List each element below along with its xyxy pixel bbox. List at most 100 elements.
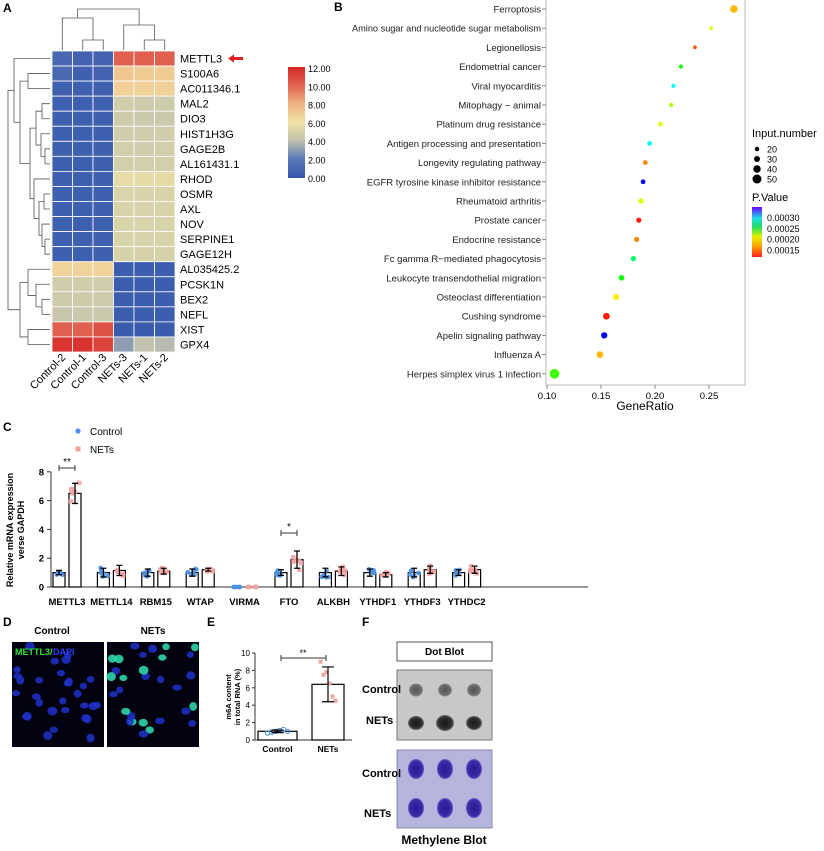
pathway-label: Antigen processing and presentation [387,139,541,150]
heatmap-cell [133,95,155,112]
pathway-label: Influenza A [494,350,542,361]
heatmap-cell [51,291,73,308]
y-tick-label: 0 [39,583,44,594]
methylene-spot-control [408,759,424,779]
heatmap-cell [133,261,155,278]
data-point-nets [159,570,164,575]
mettl3-positive-nucleus [162,643,170,651]
heatmap-cell [113,110,135,127]
pathway-dot [613,294,620,300]
dapi-nucleus [25,641,35,651]
methylene-blot-caption: Methylene Blot [401,833,486,847]
category-label: YTHDF1 [359,597,397,608]
data-point-nets [70,491,75,496]
pathway-dot [596,351,604,358]
pathway-dot [647,141,652,146]
heatmap-cell [92,186,114,202]
pathway-dot [618,274,625,281]
dapi-nucleus [188,720,196,727]
significance-bracket [280,655,327,661]
dapi-nucleus [35,698,43,707]
pathway-dot [601,332,608,339]
dapi-nucleus [139,651,147,658]
methylene-row-control: Control [362,768,401,780]
pathway-dot [638,198,644,204]
methylene-spot-nets [466,798,482,818]
error-bar [271,729,284,734]
heatmap-cell [51,155,73,172]
error-bar [294,550,300,569]
error-bar [338,566,345,577]
error-bar [116,564,123,577]
data-point-nets [427,566,432,572]
heatmap-cell [51,65,73,82]
heatmap-cell [113,155,135,172]
colorbar-tick: 10.00 [308,82,331,92]
size-legend-label: 30 [767,155,777,165]
dapi-nucleus [61,655,71,664]
size-legend-label: 40 [767,165,777,175]
heatmap-cell [51,216,73,233]
kegg-dotplot-panel: Ferroptosis Amino sugar and nucleotide su… [352,0,817,413]
heatmap-cell [92,261,114,278]
dapi-nucleus [32,693,41,700]
heatmap-cell [113,186,135,202]
dapi-nucleus [35,676,44,684]
dapi-nucleus [111,667,121,675]
color-legend-bar [752,207,762,257]
heatmap-panel: METTL3 S100A6 AC011346.1 MAL2 DIO3 HIST1H3G GA… [7,8,331,392]
data-point-control [141,570,147,576]
heatmap-cell [92,95,114,112]
heatmap-cell [51,95,73,112]
heatmap-cell [154,186,176,202]
gene-label: METTL3 [180,54,222,66]
pathway-dot [549,368,560,379]
data-point-nets [333,698,338,703]
data-point-control [236,584,241,590]
heatmap-cell [92,216,114,233]
pathway-label: Apelin signaling pathway [436,331,541,342]
dapi-nucleus [138,730,149,738]
heatmap-cell [133,50,155,67]
gene-label: AXL [180,204,201,216]
dapi-nucleus [109,691,118,698]
category-label: ALKBH [317,597,350,608]
if-image-control [12,642,104,747]
heatmap-cell [72,80,94,97]
data-point-nets [253,584,258,590]
heatmap-cell [113,306,135,323]
mettl3-positive-nucleus [158,654,167,661]
dapi-nucleus [13,672,23,680]
heatmap-cell [154,80,176,97]
dot-blot-spot-control [409,683,423,697]
pathway-label: Mitophagy − animal [458,101,541,112]
data-point-nets [120,571,126,576]
dapi-nucleus [57,669,66,677]
significance-bracket [280,530,298,536]
heatmap-cell [72,261,94,278]
heatmap-cell [72,231,94,248]
dapi-nucleus [79,682,88,690]
heatmap-cell [92,50,114,67]
pathway-dot [634,236,640,242]
mettl3-positive-nucleus [189,701,198,711]
heatmap-cell [51,276,73,293]
data-point-nets [342,568,348,573]
gene-label: HIST1H3G [180,129,234,141]
heatmap-cell [133,321,155,338]
data-point-nets [318,659,323,664]
pathway-label: Endometrial cancer [459,62,541,73]
y-tick-label: 8 [246,666,251,675]
gene-label: GPX4 [180,339,209,351]
dot-blot-row-nets: NETs [366,715,393,727]
size-legend-label: 20 [767,145,777,155]
heatmap-cell [92,125,114,142]
data-point-control [231,584,236,590]
heatmap-cell [154,291,176,308]
color-legend-label: 0.00015 [767,245,800,255]
x-tick-label: 0.15 [592,391,611,402]
dapi-nucleus [148,644,158,653]
data-point-nets [468,564,474,569]
methylene-spot-control [466,759,482,779]
